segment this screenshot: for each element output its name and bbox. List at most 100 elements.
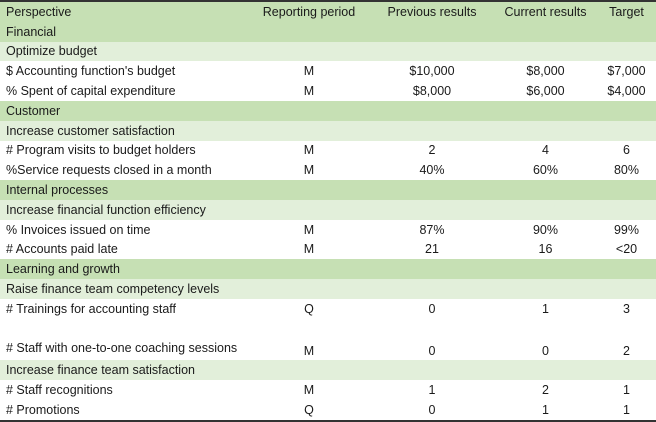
previous-result: 2: [428, 143, 436, 158]
previous-result: 21: [425, 242, 439, 257]
header-row: Perspective Reporting period Previous re…: [0, 1, 656, 22]
perspective-row: Financial: [0, 21, 656, 42]
measure-row: # Program visits to budget holders M 2 4 6: [0, 141, 656, 161]
empty-cell: [494, 21, 597, 42]
perspective-label: Financial: [0, 21, 248, 42]
empty-cell: [597, 120, 656, 141]
empty-cell: [597, 100, 656, 121]
empty-cell: [494, 100, 597, 121]
objective-label: Optimize budget: [0, 41, 248, 62]
previous-result: 87%: [419, 222, 445, 237]
current-result: 0: [542, 344, 549, 359]
measure-name: % Invoices issued on time: [6, 222, 151, 237]
reporting-period: M: [303, 84, 315, 99]
objective-row: Increase customer satisfaction: [0, 120, 656, 141]
reporting-period: M: [303, 222, 315, 237]
empty-cell: [494, 120, 597, 141]
measure-name: % Spent of capital expenditure: [6, 84, 176, 99]
empty-cell: [370, 180, 494, 200]
current-result: 1: [542, 301, 549, 316]
objective-row: Increase financial function efficiency: [0, 199, 656, 220]
empty-cell: [370, 360, 494, 381]
reporting-period: M: [303, 64, 315, 79]
measure-row: # Promotions Q 0 1 1: [0, 400, 656, 421]
empty-cell: [370, 259, 494, 280]
empty-cell: [370, 100, 494, 121]
target-value: <20: [615, 242, 638, 257]
previous-result: 0: [428, 344, 436, 359]
empty-cell: [248, 120, 370, 141]
header-perspective: Perspective: [0, 1, 248, 22]
reporting-period: Q: [304, 301, 314, 316]
measure-name: %Service requests closed in a month: [6, 163, 212, 178]
objective-label: Increase finance team satisfaction: [0, 360, 248, 381]
previous-result: 0: [428, 301, 436, 316]
empty-cell: [494, 180, 597, 200]
current-result: 90%: [532, 222, 559, 237]
header-reporting-period: Reporting period: [248, 1, 370, 22]
measure-name: # Accounts paid late: [6, 242, 118, 257]
measure-name: # Staff recognitions: [6, 383, 113, 398]
measure-name: # Promotions: [6, 402, 80, 417]
measure-name: # Program visits to budget holders: [6, 143, 196, 158]
empty-cell: [597, 279, 656, 299]
reporting-period: M: [303, 344, 315, 359]
measure-row: $ Accounting function's budget M $10,000 $8…: [0, 61, 656, 81]
target-value: 1: [623, 402, 630, 417]
reporting-period: M: [303, 242, 315, 257]
target-value: 2: [623, 344, 630, 359]
empty-cell: [494, 360, 597, 381]
perspective-label: Internal processes: [0, 180, 248, 200]
header-current-results: Current results: [494, 1, 597, 22]
objective-label: Raise finance team competency levels: [0, 279, 248, 299]
perspective-label: Customer: [0, 100, 248, 121]
target-value: 80%: [613, 163, 640, 178]
measure-row: # Trainings for accounting staff Q 0 1 3: [0, 299, 656, 319]
perspective-row: Customer: [0, 100, 656, 121]
empty-cell: [597, 360, 656, 381]
empty-cell: [248, 199, 370, 220]
reporting-period: M: [303, 383, 315, 398]
current-result: $6,000: [526, 84, 565, 99]
empty-cell: [597, 21, 656, 42]
previous-result: 0: [428, 402, 436, 417]
perspective-row: Internal processes: [0, 180, 656, 200]
measure-row: % Invoices issued on time M 87% 90% 99%: [0, 220, 656, 240]
empty-cell: [370, 41, 494, 62]
empty-cell: [370, 21, 494, 42]
empty-cell: [248, 21, 370, 42]
empty-cell: [597, 180, 656, 200]
header-previous-results: Previous results: [370, 1, 494, 22]
current-result: 4: [542, 143, 549, 158]
empty-cell: [597, 259, 656, 280]
empty-cell: [248, 259, 370, 280]
measure-name: # Staff with one-to-one coaching session…: [6, 341, 238, 356]
previous-result: 40%: [419, 163, 445, 178]
measure-row: # Accounts paid late M 21 16 <20: [0, 240, 656, 260]
objective-row: Optimize budget: [0, 41, 656, 62]
objective-row: Raise finance team competency levels: [0, 279, 656, 299]
target-value: 6: [623, 143, 630, 158]
previous-result: 1: [428, 383, 436, 398]
empty-cell: [370, 120, 494, 141]
current-result: $8,000: [526, 64, 565, 79]
perspective-label: Learning and growth: [0, 259, 248, 280]
objective-row: Increase finance team satisfaction: [0, 360, 656, 381]
reporting-period: M: [303, 163, 315, 178]
empty-cell: [248, 279, 370, 299]
perspective-row: Learning and growth: [0, 259, 656, 280]
target-value: 99%: [613, 222, 640, 237]
target-value: $7,000: [607, 64, 646, 79]
empty-cell: [370, 279, 494, 299]
empty-cell: [248, 41, 370, 62]
empty-cell: [248, 100, 370, 121]
current-result: 16: [538, 242, 553, 257]
measure-row: # Staff recognitions M 1 2 1: [0, 380, 656, 400]
target-value: 1: [623, 383, 630, 398]
measure-row: % Spent of capital expenditure M $8,000 $6,…: [0, 81, 656, 101]
objective-label: Increase customer satisfaction: [0, 120, 248, 141]
empty-cell: [494, 199, 597, 220]
empty-cell: [248, 180, 370, 200]
empty-cell: [494, 259, 597, 280]
